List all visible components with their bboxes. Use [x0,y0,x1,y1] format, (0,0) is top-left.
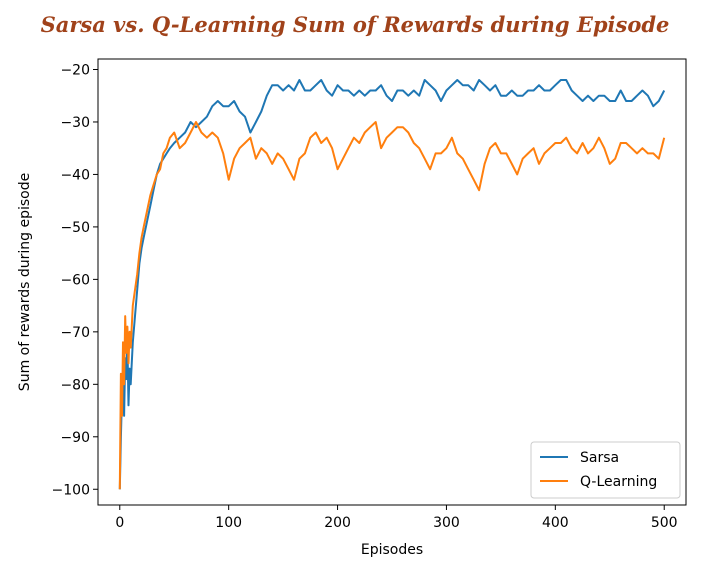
series-line-q-learning [118,121,666,490]
y-tick-label: −70 [60,325,90,341]
series-lines [118,79,666,490]
x-tick-label: 100 [215,515,242,531]
y-axis-label: Sum of rewards during episode [17,173,33,391]
x-tick-label: 400 [542,515,569,531]
legend: Sarsa Q-Learning [530,441,681,499]
legend-box [530,441,681,499]
y-tick-label: −90 [60,430,90,446]
x-tick-label: 0 [115,515,124,531]
y-tick-label: −60 [60,272,90,288]
legend-label-qlearning: Q-Learning [580,474,657,490]
plot-area [98,59,686,505]
legend-label-sarsa: Sarsa [580,450,619,466]
x-tick-label: 200 [324,515,351,531]
y-tick-label: −100 [52,482,90,498]
y-tick-label: −20 [60,62,90,78]
plot-frame [97,58,687,506]
series-line-sarsa [118,79,666,490]
y-tick-label: −80 [60,377,90,393]
chart-title: Sarsa vs. Q-Learning Sum of Rewards duri… [40,12,670,37]
x-tick-label: 500 [651,515,678,531]
x-tick-label: 300 [433,515,460,531]
y-tick-label: −50 [60,220,90,236]
x-axis-label: Episodes [361,542,423,558]
y-tick-label: −30 [60,115,90,131]
axis-ticks: 0 100 200 300 400 500 −100 −90 −80 −70 −60 −50 −40 −3… [52,62,678,531]
y-tick-label: −40 [60,167,90,183]
